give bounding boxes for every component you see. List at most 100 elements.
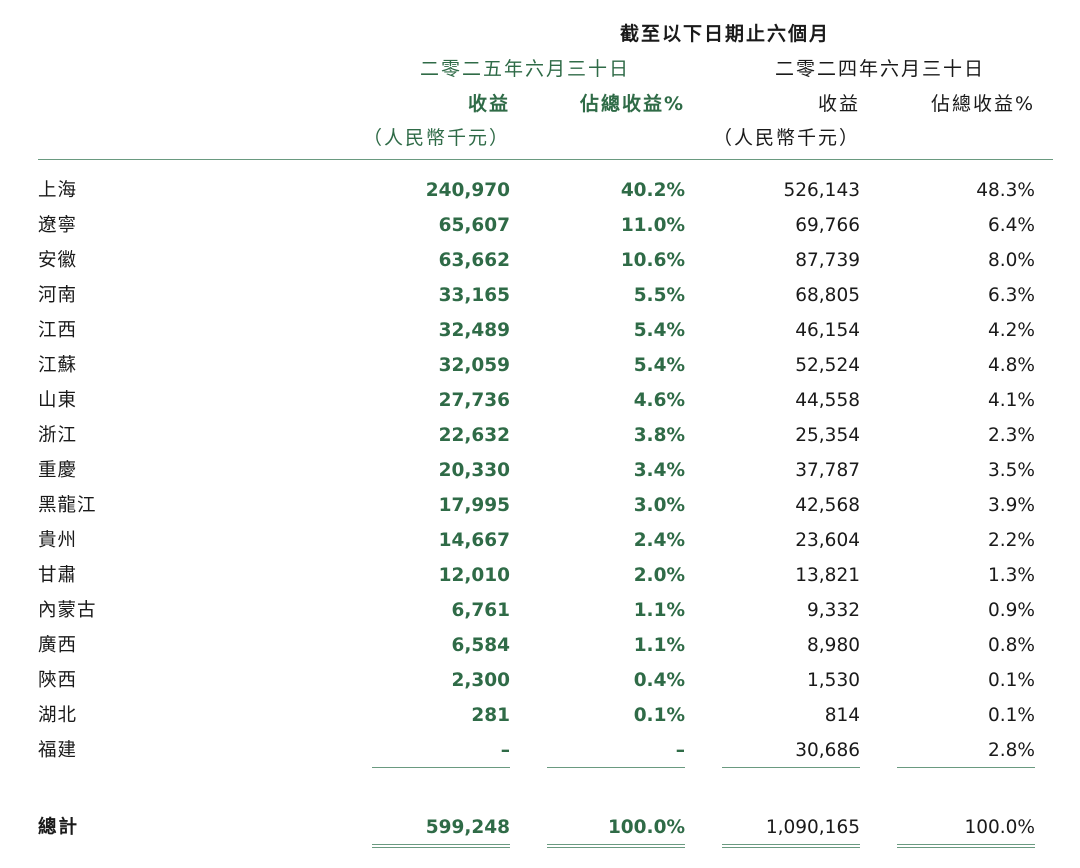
revenue-2024: 814 [824,705,860,726]
table-row: 內蒙古 6,761 1.1% 9,332 0.9% [0,593,1080,628]
region-name: 內蒙古 [38,600,97,621]
revenue-2024: 52,524 [795,355,860,376]
pct-2024: 2.3% [988,425,1035,446]
region-name: 上海 [38,180,78,201]
table-row: 遼寧 65,607 11.0% 69,766 6.4% [0,208,1080,243]
revenue-2025: 6,761 [451,600,510,621]
total-label: 總計 [38,817,80,838]
region-name: 江西 [38,320,78,341]
total-double-rule-rev-2025 [372,844,510,848]
revenue-2025: 27,736 [438,390,510,411]
revenue-2025: 12,010 [438,565,510,586]
pct-2024: 4.2% [988,320,1035,341]
total-pct-2024: 100.0% [964,817,1035,838]
revenue-2025: 281 [471,705,510,726]
region-name: 浙江 [38,425,78,446]
pct-2024: 2.8% [988,740,1035,761]
revenue-2025: 65,607 [438,215,510,236]
revenue-2024: 30,686 [795,740,860,761]
pct-2025: 0.4% [633,670,685,691]
pct-2025: – [675,740,685,761]
total-row: 總計 599,248 100.0% 1,090,165 100.0% [0,810,1080,845]
revenue-2024: 25,354 [795,425,860,446]
pct-2025: 4.6% [633,390,685,411]
revenue-2025: 32,489 [438,320,510,341]
total-double-rule-pct-2024 [897,844,1035,848]
table-row: 陝西 2,300 0.4% 1,530 0.1% [0,663,1080,698]
table-row: 安徽 63,662 10.6% 87,739 8.0% [0,243,1080,278]
region-name: 江蘇 [38,355,78,376]
table-row: 山東 27,736 4.6% 44,558 4.1% [0,383,1080,418]
revenue-2024: 8,980 [807,635,860,656]
pct-2024: 2.2% [988,530,1035,551]
revenue-2025-label: 收益 [467,93,510,115]
region-name: 廣西 [38,635,78,656]
table-row: 廣西 6,584 1.1% 8,980 0.8% [0,628,1080,663]
pct-2024: 6.3% [988,285,1035,306]
pct-2024: 0.1% [988,705,1035,726]
pct-2025: 5.5% [633,285,685,306]
table-row: 上海 240,970 40.2% 526,143 48.3% [0,173,1080,208]
pct-2024: 48.3% [976,180,1035,201]
header-divider [38,159,1053,160]
pct-2025: 1.1% [633,635,685,656]
subtotal-rule-rev-2025 [372,767,510,768]
pct-2025: 3.0% [633,495,685,516]
subtotal-rule-pct-2025 [547,767,685,768]
region-name: 陝西 [38,670,78,691]
pct-2025: 2.0% [633,565,685,586]
pct-2024: 8.0% [988,250,1035,271]
revenue-2024: 44,558 [795,390,860,411]
revenue-2025: 32,059 [438,355,510,376]
year-2025-heading: 二零二五年六月三十日 [419,58,630,80]
pct-2024: 0.9% [988,600,1035,621]
region-name: 黑龍江 [38,495,97,516]
subtotal-rule-rev-2024 [722,767,860,768]
pct-2024: 0.1% [988,670,1035,691]
table-row: 黑龍江 17,995 3.0% 42,568 3.9% [0,488,1080,523]
table-row: 貴州 14,667 2.4% 23,604 2.2% [0,523,1080,558]
region-name: 河南 [38,285,78,306]
revenue-2025: – [500,740,510,761]
pct-2025: 11.0% [620,215,685,236]
pct-2025-label: 佔總收益% [579,93,685,115]
pct-2025: 40.2% [620,180,685,201]
revenue-2024: 1,530 [807,670,860,691]
revenue-2025: 240,970 [425,180,510,201]
revenue-2024: 46,154 [795,320,860,341]
revenue-2024: 23,604 [795,530,860,551]
table-row: 重慶 20,330 3.4% 37,787 3.5% [0,453,1080,488]
region-name: 福建 [38,740,78,761]
pct-2024-label: 佔總收益% [930,93,1035,115]
pct-2024: 3.9% [988,495,1035,516]
pct-2024: 4.1% [988,390,1035,411]
table-row: 河南 33,165 5.5% 68,805 6.3% [0,278,1080,313]
pct-2025: 5.4% [633,355,685,376]
pct-2025: 1.1% [633,600,685,621]
revenue-2025: 14,667 [438,530,510,551]
region-name: 重慶 [38,460,78,481]
revenue-2025: 6,584 [451,635,510,656]
revenue-2024: 68,805 [795,285,860,306]
revenue-2025: 33,165 [438,285,510,306]
total-revenue-2025: 599,248 [425,817,510,838]
pct-2025: 5.4% [633,320,685,341]
region-name: 遼寧 [38,215,78,236]
total-double-rule-rev-2024 [722,844,860,848]
region-name: 甘肅 [38,565,78,586]
table-row: 福建 – – 30,686 2.8% [0,733,1080,768]
table-row: 江西 32,489 5.4% 46,154 4.2% [0,313,1080,348]
revenue-2025: 22,632 [438,425,510,446]
period-heading: 截至以下日期止六個月 [619,23,830,45]
table-row: 甘肅 12,010 2.0% 13,821 1.3% [0,558,1080,593]
revenue-2025: 17,995 [438,495,510,516]
total-pct-2025: 100.0% [607,817,685,838]
pct-2024: 6.4% [988,215,1035,236]
pct-2025: 3.4% [633,460,685,481]
pct-2025: 10.6% [620,250,685,271]
pct-2025: 3.8% [633,425,685,446]
revenue-2025: 2,300 [451,670,510,691]
revenue-2024-label: 收益 [817,93,860,115]
total-revenue-2024: 1,090,165 [765,817,860,838]
region-name: 湖北 [38,705,78,726]
